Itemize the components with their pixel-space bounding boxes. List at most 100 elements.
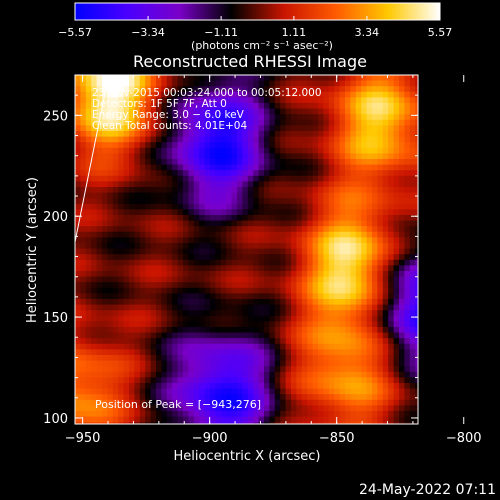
heatmap-cell [372, 338, 378, 345]
heatmap-cell [134, 181, 141, 188]
heatmap-cell [345, 343, 351, 350]
heatmap-cell [107, 321, 114, 328]
heatmap-cell [393, 360, 400, 367]
heatmap-cell [237, 170, 243, 177]
heatmap-cell [150, 304, 157, 311]
heatmap-cell [253, 86, 259, 93]
heatmap-cell [307, 377, 313, 384]
heatmap-cell [361, 97, 367, 104]
heatmap-cell [150, 388, 157, 395]
heatmap-cell [328, 220, 335, 227]
heatmap-cell [366, 142, 373, 149]
heatmap-cell [183, 159, 189, 165]
heatmap-cell [210, 131, 216, 137]
heatmap-cell [409, 394, 416, 401]
heatmap-cell [102, 388, 108, 395]
heatmap-cell [339, 405, 346, 412]
heatmap-cell [107, 103, 114, 109]
heatmap-cell [150, 343, 157, 350]
heatmap-cell [177, 108, 184, 115]
heatmap-cell [215, 108, 222, 115]
heatmap-cell [274, 80, 281, 87]
heatmap-cell [156, 220, 162, 227]
heatmap-cell [112, 338, 119, 345]
heatmap-cell [145, 209, 151, 216]
heatmap-cell [112, 80, 119, 87]
heatmap-cell [404, 310, 411, 317]
heatmap-cell [388, 136, 394, 143]
heatmap-cell [399, 170, 405, 177]
heatmap-cell [382, 91, 389, 98]
heatmap-cell [204, 422, 211, 424]
heatmap-cell [377, 399, 384, 406]
heatmap-cell [280, 175, 286, 182]
heatmap-cell [269, 243, 276, 249]
heatmap-cell [301, 75, 308, 81]
heatmap-cell [393, 203, 400, 210]
heatmap-cell [312, 170, 319, 177]
heatmap-cell [237, 231, 243, 238]
heatmap-cell [399, 271, 405, 277]
x-tick-label: −800 [446, 431, 482, 446]
heatmap-cell [85, 388, 92, 395]
heatmap-cell [80, 209, 87, 216]
heatmap-cell [166, 321, 173, 328]
heatmap-cell [388, 119, 394, 126]
heatmap-cell [274, 131, 281, 137]
heatmap-cell [75, 343, 81, 350]
heatmap-cell [139, 125, 146, 132]
heatmap-cell [328, 248, 335, 255]
heatmap-cell [129, 377, 135, 384]
heatmap-cell [372, 181, 378, 188]
heatmap-cell [269, 91, 276, 98]
heatmap-cell [323, 315, 330, 322]
heatmap-cell [388, 220, 394, 227]
heatmap-cell [404, 147, 411, 154]
heatmap-cell [102, 287, 108, 294]
heatmap-cell [139, 181, 146, 188]
heatmap-cell [188, 192, 195, 199]
heatmap-cell [247, 355, 254, 361]
heatmap-cell [215, 209, 222, 216]
heatmap-cell [382, 243, 389, 249]
heatmap-cell [377, 125, 384, 132]
heatmap-cell [166, 97, 173, 104]
heatmap-cell [301, 215, 308, 221]
heatmap-cell [242, 114, 249, 121]
heatmap-cell [188, 327, 195, 333]
heatmap-cell [188, 349, 195, 356]
heatmap-cell [366, 103, 373, 109]
heatmap-cell [199, 181, 205, 188]
heatmap-cell [80, 366, 87, 373]
heatmap-cell [107, 80, 114, 87]
heatmap-cell [264, 282, 270, 289]
heatmap-cell [318, 181, 324, 188]
heatmap-cell [328, 366, 335, 373]
heatmap-cell [312, 187, 319, 193]
heatmap-cell [377, 360, 384, 367]
heatmap-cell [204, 271, 211, 277]
heatmap-cell [247, 97, 254, 104]
heatmap-cell [409, 91, 416, 98]
heatmap-cell [242, 366, 249, 373]
heatmap-cell [264, 175, 270, 182]
heatmap-cell [161, 97, 168, 104]
heatmap-cell [75, 187, 81, 193]
heatmap-cell [96, 265, 103, 272]
heatmap-cell [361, 349, 367, 356]
heatmap-cell [355, 125, 362, 132]
heatmap-cell [226, 366, 232, 373]
heatmap-cell [85, 243, 92, 249]
heatmap-cell [323, 142, 330, 149]
heatmap-cell [102, 170, 108, 177]
heatmap-cell [328, 299, 335, 305]
heatmap-cell [318, 80, 324, 87]
heatmap-cell [237, 388, 243, 395]
heatmap-cell [80, 399, 87, 406]
heatmap-cell [145, 355, 151, 361]
heatmap-cell [280, 271, 286, 277]
heatmap-cell [237, 271, 243, 277]
heatmap-cell [210, 394, 216, 401]
heatmap-cell [188, 209, 195, 216]
heatmap-cell [172, 422, 178, 424]
